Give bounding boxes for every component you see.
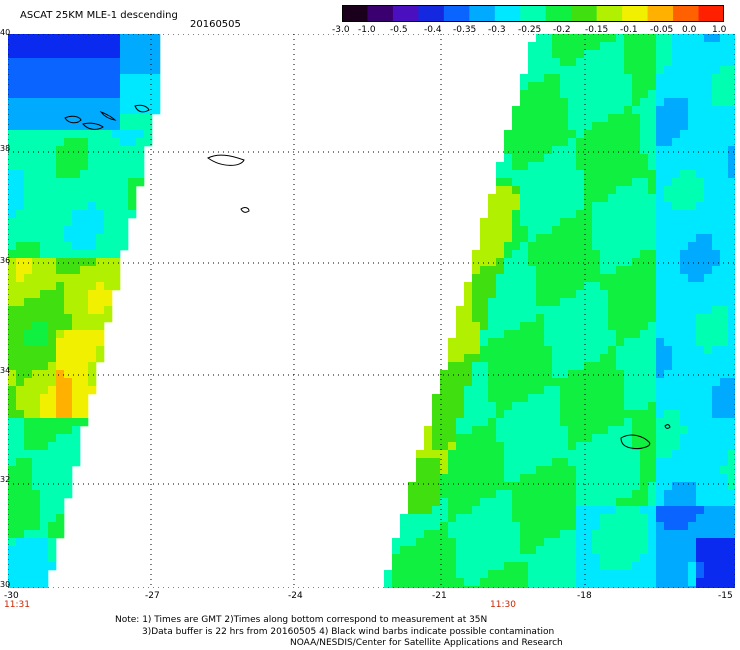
colorbar-label: -0.15	[585, 25, 609, 35]
colorbar-swatch	[342, 5, 368, 22]
island-outline	[64, 115, 82, 124]
y-tick-label: 36	[0, 256, 11, 265]
x-tick-label: -18	[577, 591, 592, 601]
island-outline	[664, 424, 671, 429]
map-date: 20160505	[190, 19, 241, 30]
colorbar-frame	[342, 5, 724, 22]
colorbar-label: 1.0	[712, 25, 727, 35]
island-outline	[207, 154, 245, 166]
x-tick-label: -15	[718, 591, 733, 601]
island-outline	[99, 111, 117, 121]
colorbar-label: -0.25	[518, 25, 542, 35]
colorbar-swatch	[469, 5, 496, 22]
x-tick-label: -21	[432, 591, 447, 601]
island-outline	[620, 434, 651, 449]
colorbar-label: -0.05	[650, 25, 674, 35]
x-tick-label: -30	[4, 591, 19, 601]
y-tick-label: 38	[0, 144, 11, 153]
colorbar-label: -3.0	[332, 25, 350, 35]
y-tick-label: 32	[0, 475, 11, 484]
colorbar-swatch	[571, 5, 598, 22]
colorbar-swatch	[596, 5, 623, 22]
colorbar-swatch	[494, 5, 521, 22]
map-title: ASCAT 25KM MLE-1 descending	[20, 10, 178, 21]
island-outline	[82, 122, 104, 130]
y-tick-label: 40	[0, 28, 11, 37]
colorbar-label: 0.0	[682, 25, 697, 35]
colorbar-swatch	[367, 5, 394, 22]
x-tick-label: -24	[288, 591, 303, 601]
island-outline	[134, 104, 150, 113]
colorbar-swatch	[647, 5, 674, 22]
y-tick-label: 30	[0, 580, 11, 589]
colorbar-labels: -3.0 -1.0 -0.5 -0.4 -0.35 -0.3 -0.25 -0.2 -0.15 -…	[0, 25, 740, 37]
colorbar-label: -0.4	[424, 25, 442, 35]
x-tick-label: -27	[145, 591, 160, 601]
colorbar-label: -0.3	[488, 25, 506, 35]
colorbar-swatch	[443, 5, 470, 22]
note-line-1: Note: 1) Times are GMT 2)Times along bot…	[115, 615, 488, 625]
colorbar-swatch	[418, 5, 445, 22]
colorbar-swatch	[520, 5, 547, 22]
colorbar-swatch	[545, 5, 572, 22]
wind-field	[8, 34, 735, 588]
colorbar	[342, 5, 724, 22]
colorbar-label: -0.2	[553, 25, 571, 35]
colorbar-swatch	[673, 5, 700, 22]
colorbar-swatch	[392, 5, 419, 22]
time-label-right: 11:30	[490, 600, 516, 610]
colorbar-label: -1.0	[358, 25, 376, 35]
swath-map	[8, 34, 735, 588]
colorbar-swatch	[698, 5, 724, 22]
note-line-3: NOAA/NESDIS/Center for Satellite Applica…	[290, 638, 563, 648]
colorbar-label: -0.5	[390, 25, 408, 35]
colorbar-label: -0.1	[620, 25, 638, 35]
colorbar-label: -0.35	[453, 25, 477, 35]
note-line-2: 3)Data buffer is 22 hrs from 20160505 4)…	[142, 627, 555, 637]
y-tick-label: 34	[0, 366, 11, 375]
island-outline	[240, 207, 250, 213]
colorbar-swatch	[622, 5, 649, 22]
time-label-left: 11:31	[4, 600, 30, 610]
